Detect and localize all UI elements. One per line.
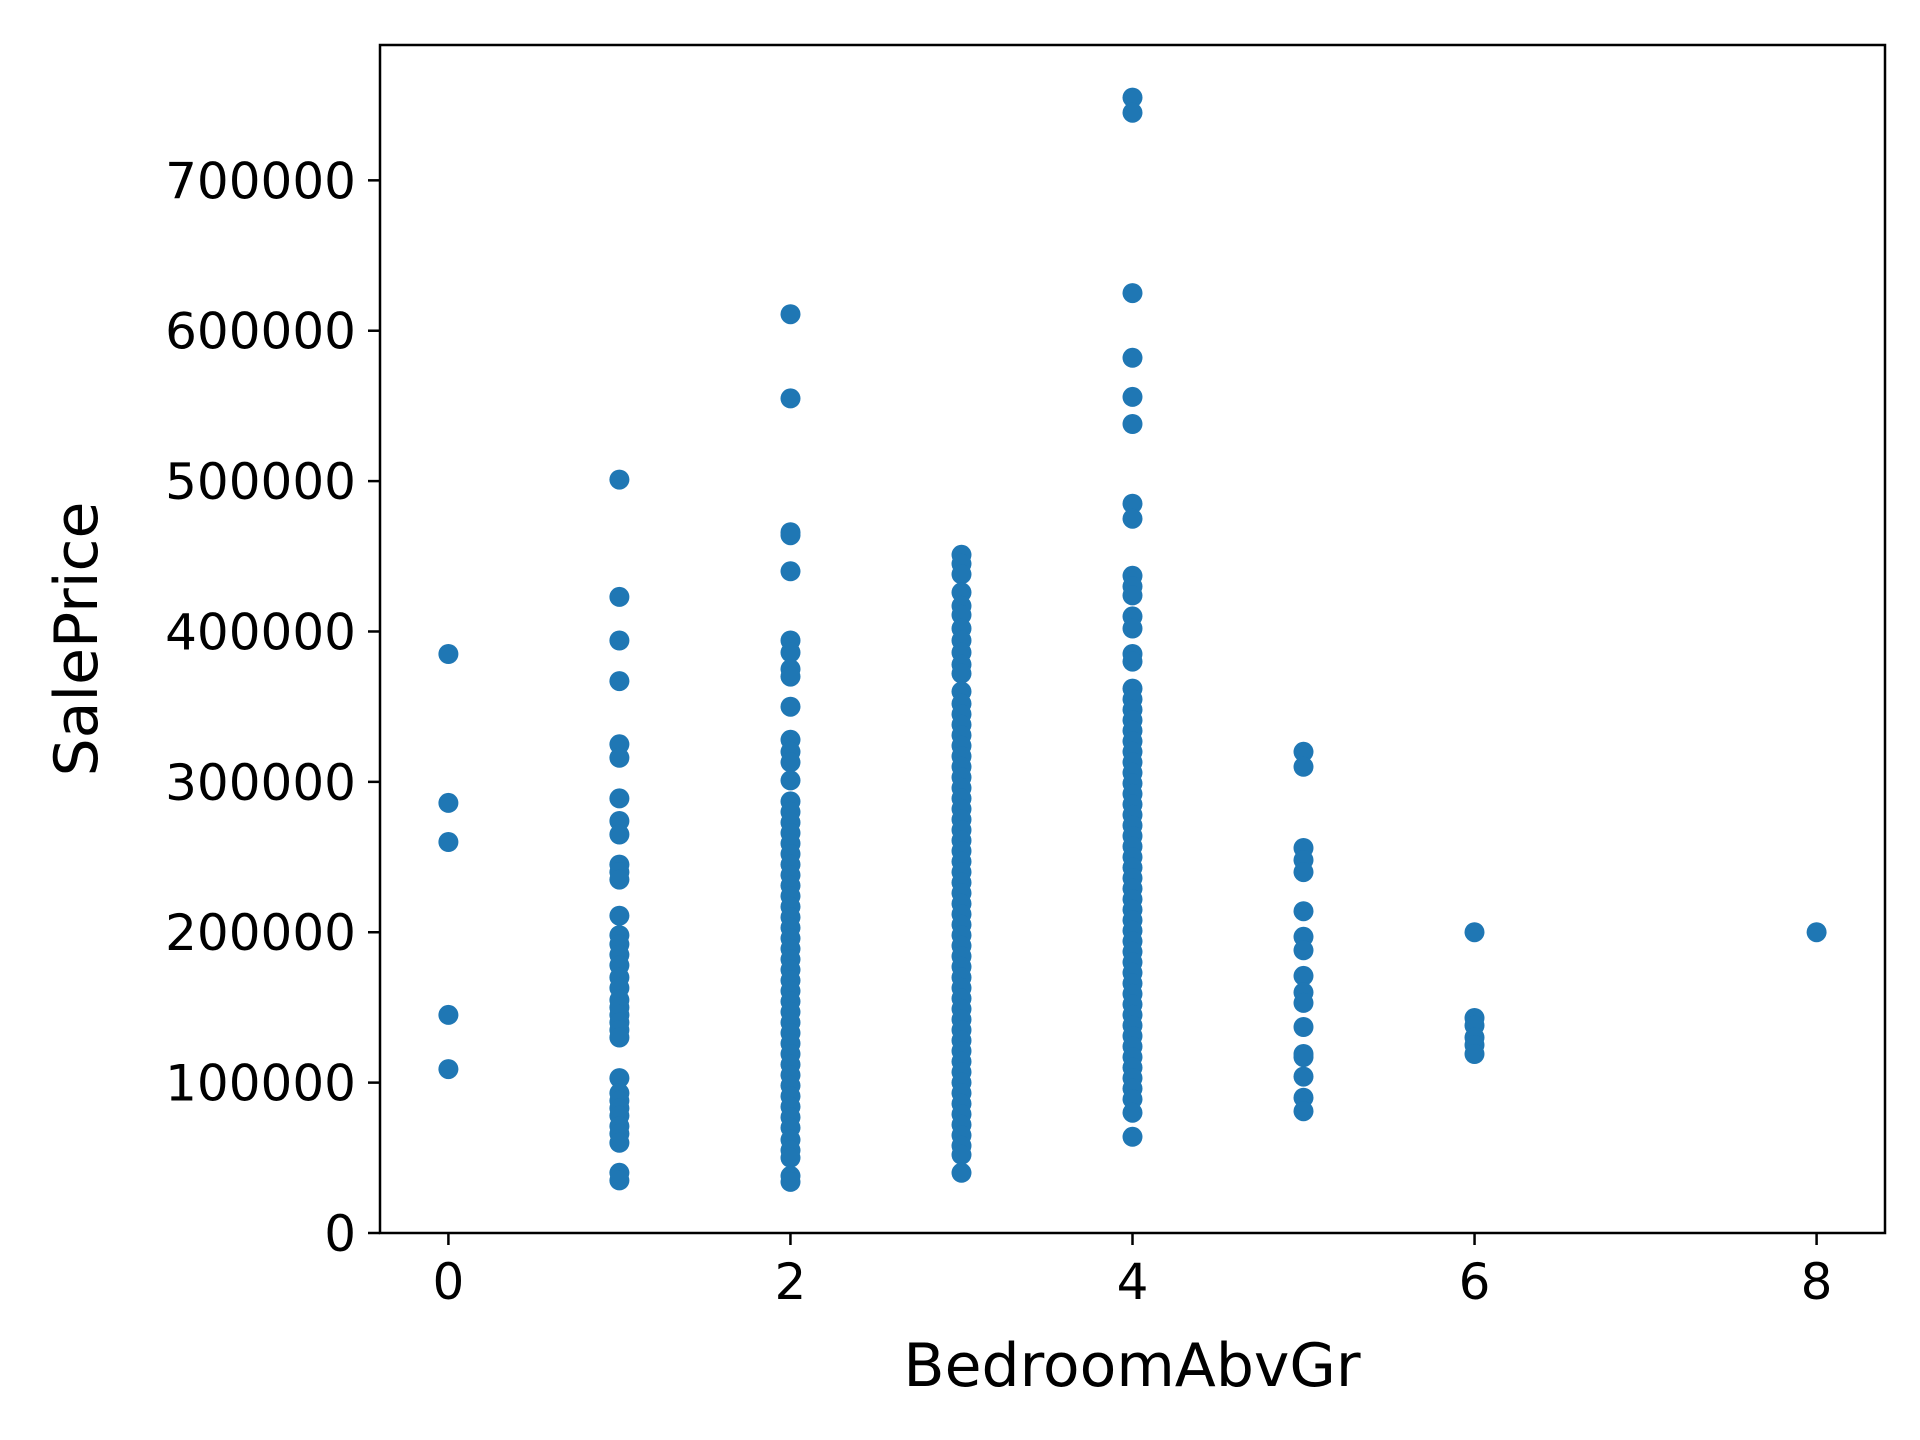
data-point xyxy=(1464,1044,1485,1064)
data-point xyxy=(1293,862,1314,883)
data-point xyxy=(780,525,801,546)
data-point xyxy=(609,1068,630,1089)
data-point xyxy=(1293,1101,1314,1122)
data-point xyxy=(438,832,459,852)
y-tick-label: 100000 xyxy=(165,1055,356,1113)
data-point xyxy=(1293,992,1314,1013)
data-point xyxy=(609,469,630,490)
data-point xyxy=(1293,940,1314,961)
data-point xyxy=(780,770,801,791)
data-point xyxy=(951,663,972,684)
data-point xyxy=(609,869,630,890)
data-point xyxy=(1122,386,1143,407)
x-tick-label: 4 xyxy=(1117,1253,1149,1311)
data-point xyxy=(1293,741,1314,762)
y-tick-label: 400000 xyxy=(165,603,356,661)
data-point xyxy=(780,304,801,325)
data-point xyxy=(780,1147,801,1168)
data-point xyxy=(1293,1066,1314,1087)
data-point xyxy=(1293,901,1314,922)
data-point xyxy=(609,1027,630,1048)
data-point xyxy=(1122,508,1143,529)
data-point xyxy=(609,747,630,768)
data-point xyxy=(609,671,630,692)
data-point xyxy=(951,1162,972,1183)
data-point xyxy=(1122,493,1143,514)
y-tick-label: 0 xyxy=(324,1205,356,1263)
data-point xyxy=(609,630,630,651)
x-tick-label: 8 xyxy=(1801,1253,1833,1311)
data-point xyxy=(438,644,459,664)
y-tick-label: 600000 xyxy=(165,303,356,361)
data-point xyxy=(1122,87,1143,108)
data-point xyxy=(951,564,972,585)
data-point xyxy=(609,824,630,845)
data-point xyxy=(780,642,801,663)
x-tick-label: 0 xyxy=(433,1253,465,1311)
data-point xyxy=(1293,756,1314,777)
data-point xyxy=(780,561,801,582)
x-tick-label: 2 xyxy=(775,1253,807,1311)
scatter-points xyxy=(438,87,1827,1192)
data-point xyxy=(609,1132,630,1153)
y-tick-label: 700000 xyxy=(165,152,356,210)
data-point xyxy=(438,1059,459,1080)
data-point xyxy=(780,1171,801,1192)
data-point xyxy=(1293,1047,1314,1068)
data-point xyxy=(1293,965,1314,986)
x-axis-label: BedroomAbvGr xyxy=(903,1331,1361,1401)
data-point xyxy=(780,696,801,717)
data-point xyxy=(1122,651,1143,672)
data-point xyxy=(1464,922,1485,943)
data-point xyxy=(609,905,630,926)
data-point xyxy=(1122,585,1143,606)
data-point xyxy=(1122,347,1143,368)
data-point xyxy=(438,792,459,813)
data-point xyxy=(1122,1126,1143,1147)
data-point xyxy=(1122,1102,1143,1123)
axis-ticks: 0 2 4 6 8 0 100000 200000 300000 400000 500000 6000… xyxy=(165,152,1832,1311)
y-tick-label: 500000 xyxy=(165,453,356,511)
y-tick-label: 200000 xyxy=(165,904,356,962)
data-point xyxy=(609,586,630,607)
data-point xyxy=(1806,922,1827,943)
data-point xyxy=(951,1144,972,1165)
data-point xyxy=(780,666,801,687)
data-point xyxy=(609,788,630,809)
y-axis-label: SalePrice xyxy=(42,502,112,777)
data-point xyxy=(438,1004,459,1025)
y-tick-label: 300000 xyxy=(165,754,356,812)
data-point xyxy=(1122,283,1143,304)
data-point xyxy=(780,752,801,773)
data-point xyxy=(780,388,801,409)
data-point xyxy=(1122,102,1143,123)
data-point xyxy=(1293,1017,1314,1037)
data-point xyxy=(609,1170,630,1191)
data-point xyxy=(1122,618,1143,639)
x-tick-label: 6 xyxy=(1459,1253,1491,1311)
data-point xyxy=(1122,414,1143,434)
